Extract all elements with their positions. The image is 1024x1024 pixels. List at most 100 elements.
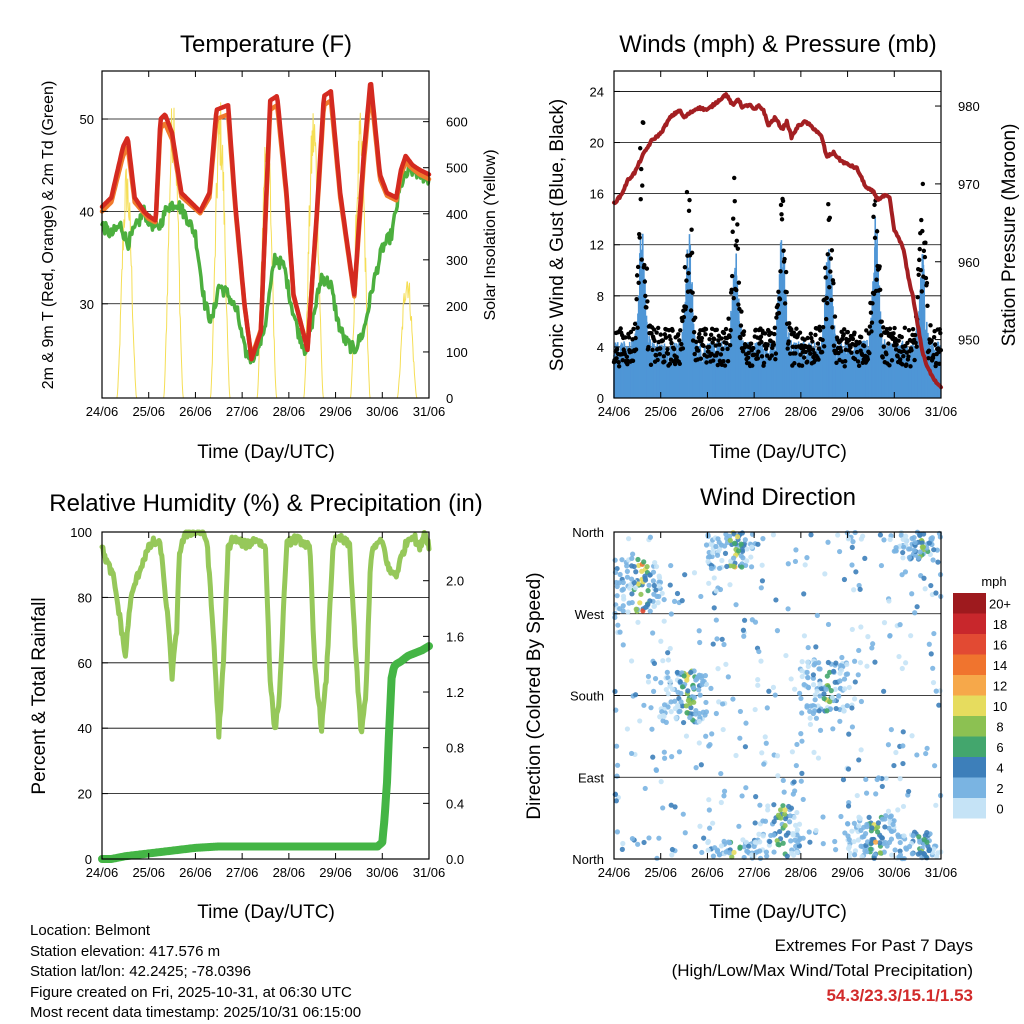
gust-dot: [842, 364, 847, 369]
y2-tick-label: 200: [446, 299, 468, 314]
direction-point: [928, 536, 934, 542]
gust-dot: [895, 354, 900, 359]
x-tick-label: 25/06: [644, 404, 677, 419]
direction-point: [868, 846, 874, 852]
gust-dot: [688, 308, 694, 313]
direction-point: [833, 705, 839, 712]
direction-plot-frame: [613, 531, 942, 860]
direction-point: [682, 572, 688, 578]
gust-dot: [762, 331, 768, 336]
gust-dot: [756, 349, 761, 354]
gust-dot: [805, 359, 810, 364]
gust-dot: [786, 339, 791, 344]
direction-point: [842, 830, 848, 836]
direction-point: [761, 761, 767, 767]
gust-dot: [872, 202, 877, 208]
direction-point: [614, 743, 620, 749]
gust-dot: [817, 328, 823, 333]
direction-point: [909, 591, 915, 597]
gust-dot: [614, 356, 619, 361]
direction-point: [856, 814, 862, 820]
direction-point: [702, 673, 709, 679]
direction-point: [911, 535, 917, 541]
y2-tick-label: 950: [958, 333, 980, 348]
gust-dot: [686, 270, 691, 276]
direction-point: [760, 536, 766, 542]
colorbar-label: 16: [993, 637, 1007, 652]
gust-dot: [817, 324, 822, 330]
colorbar-swatch: [953, 613, 986, 634]
direction-point: [866, 814, 872, 820]
gust-dot: [710, 340, 715, 345]
direction-point: [788, 838, 794, 844]
direction-point: [801, 633, 808, 639]
gust-dot: [671, 346, 677, 352]
direction-point: [614, 773, 620, 779]
direction-point: [659, 709, 665, 715]
direction-point: [743, 720, 749, 726]
direction-point: [712, 845, 718, 851]
direction-point: [889, 852, 895, 858]
gust-dot: [913, 340, 918, 345]
direction-point: [917, 549, 923, 555]
direction-point: [797, 690, 803, 697]
direction-point: [659, 590, 665, 596]
gust-dot: [784, 289, 789, 295]
direction-point: [906, 843, 913, 850]
gust-dot: [825, 252, 830, 257]
direction-point: [890, 821, 896, 828]
gust-dot: [730, 229, 735, 234]
gust-dot: [932, 342, 938, 347]
gust-dot: [779, 217, 785, 222]
direction-point: [814, 612, 820, 619]
direction-point: [692, 843, 698, 850]
gust-dot: [894, 342, 899, 347]
direction-point: [625, 609, 631, 615]
direction-point: [731, 849, 737, 856]
direction-point: [673, 715, 679, 721]
direction-point: [724, 563, 730, 570]
direction-point: [822, 571, 828, 577]
direction-point: [858, 843, 864, 849]
gust-dot: [738, 323, 744, 328]
gust-dot: [720, 346, 725, 352]
direction-point: [671, 598, 678, 604]
gust-dot: [780, 198, 786, 204]
gust-dot: [642, 262, 647, 268]
gust-dot: [902, 325, 908, 331]
gust-dot: [758, 334, 764, 339]
x-tick-label: 24/06: [86, 404, 119, 419]
gust-dot: [877, 287, 883, 292]
direction-point: [773, 597, 779, 603]
gust-dot: [816, 346, 822, 351]
direction-point: [688, 705, 694, 711]
gust-dot: [803, 349, 808, 355]
direction-point: [684, 710, 690, 716]
direction-point: [798, 695, 804, 702]
direction-point: [805, 675, 811, 681]
direction-point: [759, 750, 765, 756]
direction-point: [650, 630, 656, 636]
gust-dot: [771, 342, 777, 347]
direction-point: [664, 669, 670, 675]
direction-point: [877, 532, 884, 538]
gust-dot: [855, 359, 861, 364]
direction-point: [849, 562, 855, 568]
temperature-ylabel: 2m & 9m T (Red, Orange) & 2m Td (Green): [40, 81, 57, 390]
direction-point: [718, 542, 725, 548]
direction-point: [641, 839, 647, 846]
colorbar-label: 8: [996, 719, 1003, 734]
direction-point: [685, 697, 692, 704]
direction-point: [624, 726, 630, 732]
direction-point: [679, 598, 685, 604]
direction-point: [879, 816, 886, 822]
direction-point: [741, 633, 747, 639]
gust-dot: [824, 295, 829, 301]
direction-point: [924, 745, 930, 751]
gust-dot: [887, 326, 893, 331]
direction-point: [665, 650, 671, 656]
direction-point: [652, 676, 659, 682]
direction-point: [615, 622, 621, 628]
direction-point: [821, 695, 827, 702]
direction-point: [641, 559, 647, 565]
